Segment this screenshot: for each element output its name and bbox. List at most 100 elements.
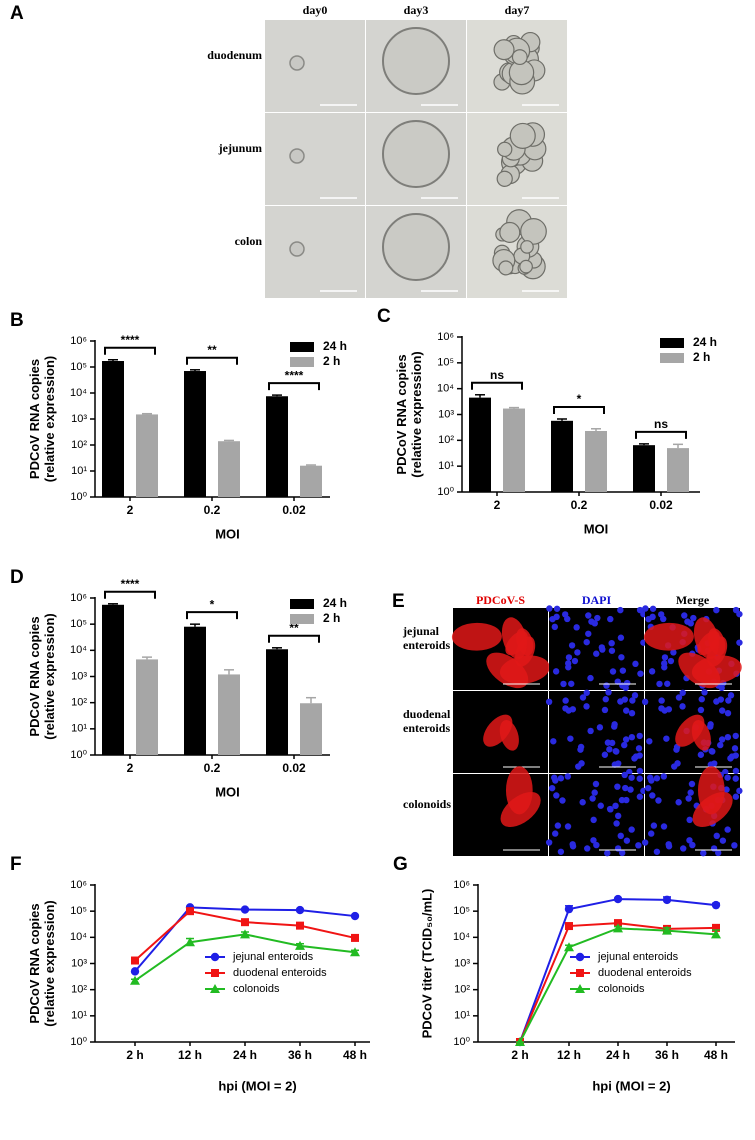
- x-tick-label: 2 h: [511, 1048, 528, 1062]
- bar: [300, 703, 322, 755]
- nucleus: [724, 826, 731, 833]
- nucleus: [689, 841, 696, 849]
- nucleus: [604, 849, 611, 857]
- nucleus: [646, 738, 653, 745]
- nucleus: [613, 820, 620, 827]
- row-label: duodenal: [403, 707, 451, 721]
- error-bar: [108, 603, 118, 605]
- significance-bracket: [186, 611, 238, 620]
- y-axis-label: PDCoV RNA copies: [394, 354, 409, 474]
- x-tick-label: 24 h: [233, 1048, 257, 1062]
- bar: [551, 420, 573, 492]
- nucleus: [658, 611, 665, 618]
- nucleus: [579, 799, 586, 806]
- column-label: day3: [404, 3, 429, 17]
- x-tick-label: 24 h: [606, 1048, 630, 1062]
- nucleus: [623, 796, 630, 804]
- nucleus: [567, 735, 574, 742]
- marker: [613, 923, 623, 933]
- bar: [266, 649, 288, 755]
- significance-label: ****: [285, 368, 304, 382]
- nucleus: [653, 848, 661, 855]
- legend-swatch: [290, 614, 314, 624]
- y-tick-label: 10¹: [454, 1010, 470, 1022]
- nucleus: [623, 837, 631, 844]
- error-bar: [673, 443, 683, 449]
- nucleus: [641, 698, 649, 706]
- organoid: [509, 122, 536, 149]
- marker: [711, 929, 721, 939]
- bar: [184, 626, 206, 755]
- legend-label: colonoids: [598, 983, 645, 995]
- nucleus: [601, 751, 609, 758]
- nucleus: [736, 610, 743, 618]
- row-label: duodenum: [207, 48, 262, 62]
- nucleus: [587, 727, 594, 735]
- bar: [667, 448, 689, 492]
- x-tick-label: 2: [494, 498, 501, 512]
- nucleus: [553, 792, 560, 799]
- nucleus: [687, 789, 694, 796]
- nucleus: [636, 775, 643, 782]
- significance-label: ****: [121, 577, 140, 591]
- significance-bracket: [268, 382, 320, 391]
- nucleus: [628, 709, 636, 717]
- x-tick-label: 0.2: [571, 498, 588, 512]
- panel-label: G: [393, 854, 408, 875]
- nucleus: [717, 741, 724, 749]
- nucleus: [725, 697, 732, 704]
- organoid: [289, 241, 305, 257]
- bar: [266, 396, 288, 497]
- y-tick-label: 10⁴: [70, 387, 87, 399]
- marker: [564, 904, 574, 914]
- nucleus: [685, 795, 692, 802]
- nucleus: [698, 696, 705, 703]
- nucleus: [681, 612, 688, 619]
- error-bar: [306, 696, 316, 704]
- nucleus: [602, 696, 609, 703]
- nucleus: [612, 802, 619, 810]
- x-tick-label: 48 h: [704, 1048, 728, 1062]
- nucleus: [731, 842, 738, 849]
- significance-bracket: [186, 356, 238, 365]
- panel-label: D: [10, 567, 24, 588]
- legend-marker: [575, 984, 585, 993]
- marker: [565, 922, 573, 931]
- nucleus: [636, 732, 643, 740]
- nucleus: [732, 793, 740, 800]
- nucleus: [727, 755, 734, 762]
- error-bar: [306, 464, 316, 466]
- legend-swatch: [660, 353, 684, 363]
- nucleus: [550, 738, 557, 745]
- nucleus: [673, 746, 680, 753]
- error-bar: [639, 443, 649, 446]
- y-tick-label: 10¹: [71, 465, 87, 477]
- organoid: [520, 218, 547, 245]
- y-tick-label: 10⁶: [437, 331, 454, 343]
- nucleus: [636, 793, 644, 800]
- nucleus: [545, 698, 553, 706]
- bar: [136, 414, 158, 497]
- nucleus: [584, 845, 591, 852]
- legend-marker: [210, 952, 220, 962]
- error-bar: [142, 412, 152, 415]
- nucleus: [724, 733, 732, 741]
- nucleus: [690, 614, 697, 622]
- row-label: jejunal: [402, 624, 440, 638]
- nucleus: [628, 826, 635, 833]
- legend-swatch: [290, 342, 314, 352]
- nucleus: [701, 689, 708, 696]
- nucleus: [718, 736, 726, 743]
- nucleus: [707, 721, 714, 728]
- nucleus: [569, 843, 577, 850]
- nucleus: [649, 613, 656, 621]
- error-bar: [224, 669, 234, 675]
- nucleus: [732, 767, 740, 775]
- significance-bracket: [553, 405, 605, 414]
- micrograph: [549, 691, 644, 773]
- organoid: [499, 221, 521, 243]
- marker: [711, 900, 721, 910]
- y-tick-label: 10³: [438, 408, 454, 420]
- y-tick-label: 10⁵: [70, 361, 87, 373]
- error-bar: [142, 656, 152, 660]
